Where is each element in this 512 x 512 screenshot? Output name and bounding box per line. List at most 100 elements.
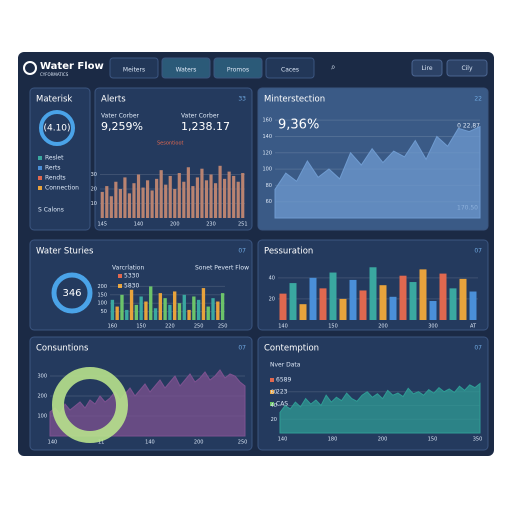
area: [49, 369, 246, 437]
bar: [220, 293, 225, 320]
panel-title: Minterstection: [264, 95, 325, 105]
bar: [182, 181, 186, 218]
alert-note: Sesontioot: [157, 141, 184, 147]
x-tick-label: 145: [97, 222, 107, 228]
bar: [139, 296, 143, 320]
bar: [127, 193, 132, 218]
gauge-label: (4.10): [43, 124, 70, 134]
bar: [289, 283, 297, 320]
bar: [223, 178, 227, 218]
bar: [114, 181, 118, 218]
legend-item: CAS: [276, 401, 288, 408]
x-tick-label: 180: [328, 437, 338, 443]
legend-label: Reslet: [45, 155, 64, 162]
bar: [409, 282, 417, 320]
y-tick-label: 150: [97, 292, 107, 298]
bar: [419, 269, 427, 320]
tab-label: Promos: [227, 67, 249, 74]
y-tick-label: 100: [37, 414, 47, 420]
metric-value: 9,259%: [101, 120, 143, 133]
legend-swatch: [270, 402, 274, 406]
bar: [191, 186, 195, 218]
y-tick-label: 20: [269, 296, 275, 302]
legend-label: Rendts: [45, 175, 66, 182]
bar: [227, 171, 231, 218]
bar: [182, 294, 186, 320]
search-icon[interactable]: ⌕: [331, 63, 335, 72]
metric-label: Vater Corber: [181, 113, 220, 120]
bar: [232, 175, 236, 218]
y-tick-label: 40: [269, 275, 275, 281]
x-tick-label: 140: [278, 437, 288, 443]
tab[interactable]: [265, 57, 315, 79]
bar: [100, 191, 104, 218]
header-button[interactable]: [411, 59, 443, 77]
x-tick-label: 200: [378, 437, 388, 443]
bar: [196, 299, 201, 320]
big-value: 9,36%: [278, 118, 319, 133]
button-label: Lire: [421, 65, 432, 72]
panel-badge: 07: [474, 248, 482, 255]
panel-title: Alerts: [101, 95, 126, 105]
tab[interactable]: [213, 57, 263, 79]
bar: [187, 309, 191, 320]
bar: [209, 174, 213, 218]
bar: [319, 288, 327, 320]
legend-heading: Sonet Pevert Flow: [195, 265, 249, 272]
tab[interactable]: [109, 57, 159, 79]
x-tick-label: 200: [170, 222, 180, 228]
panel-badge: 22: [474, 96, 482, 103]
bar: [159, 170, 163, 218]
x-tick-label: 250: [238, 440, 248, 446]
bar: [200, 168, 204, 218]
bar: [329, 272, 337, 320]
y-tick-label: 300: [37, 374, 47, 380]
side-value: 0 22.87: [457, 123, 480, 130]
legend-item: 5330: [124, 273, 139, 280]
button-label: Cily: [461, 65, 473, 72]
x-tick-label: 150: [136, 324, 146, 330]
tab-label: Caces: [281, 67, 299, 74]
bar: [379, 285, 387, 320]
bar: [389, 296, 397, 320]
x-tick-label: 251: [238, 222, 248, 228]
bar: [132, 183, 136, 218]
bar: [123, 177, 127, 218]
x-tick-label: 350: [473, 437, 483, 443]
y-tick-label: 140: [262, 134, 272, 140]
bar: [211, 298, 215, 320]
bar: [153, 308, 158, 320]
header-button[interactable]: [446, 59, 488, 77]
legend-swatch: [38, 176, 42, 180]
panel-badge: 07: [474, 345, 482, 352]
tab[interactable]: [161, 57, 211, 79]
bar: [216, 301, 220, 320]
bar: [173, 291, 177, 320]
bar: [359, 290, 367, 320]
legend-swatch: [118, 274, 122, 278]
panel-badge: 07: [238, 248, 246, 255]
area: [279, 382, 481, 434]
panel-title: Consuntions: [36, 344, 89, 354]
tab-label: Meiters: [123, 67, 145, 74]
bar: [155, 178, 159, 218]
bar: [125, 309, 129, 320]
panel-title: Water Sturies: [36, 247, 94, 257]
bar: [204, 180, 209, 218]
bar: [168, 304, 172, 320]
x-tick-label: 11: [98, 440, 104, 446]
legend-heading: Nver Data: [270, 362, 301, 369]
y-tick-label: 30: [91, 172, 97, 178]
bar: [144, 301, 148, 320]
legend-swatch: [38, 166, 42, 170]
bar: [218, 165, 222, 218]
panel-title: Materisk: [36, 95, 72, 105]
legend-heading: Varcrlation: [112, 265, 144, 272]
bar: [339, 298, 347, 320]
x-tick-label: 300: [428, 324, 438, 330]
y-tick-label: 160: [262, 118, 272, 124]
y-tick-label: 120: [262, 150, 272, 156]
bar: [192, 296, 196, 320]
app-title: Water Flow: [40, 61, 104, 72]
